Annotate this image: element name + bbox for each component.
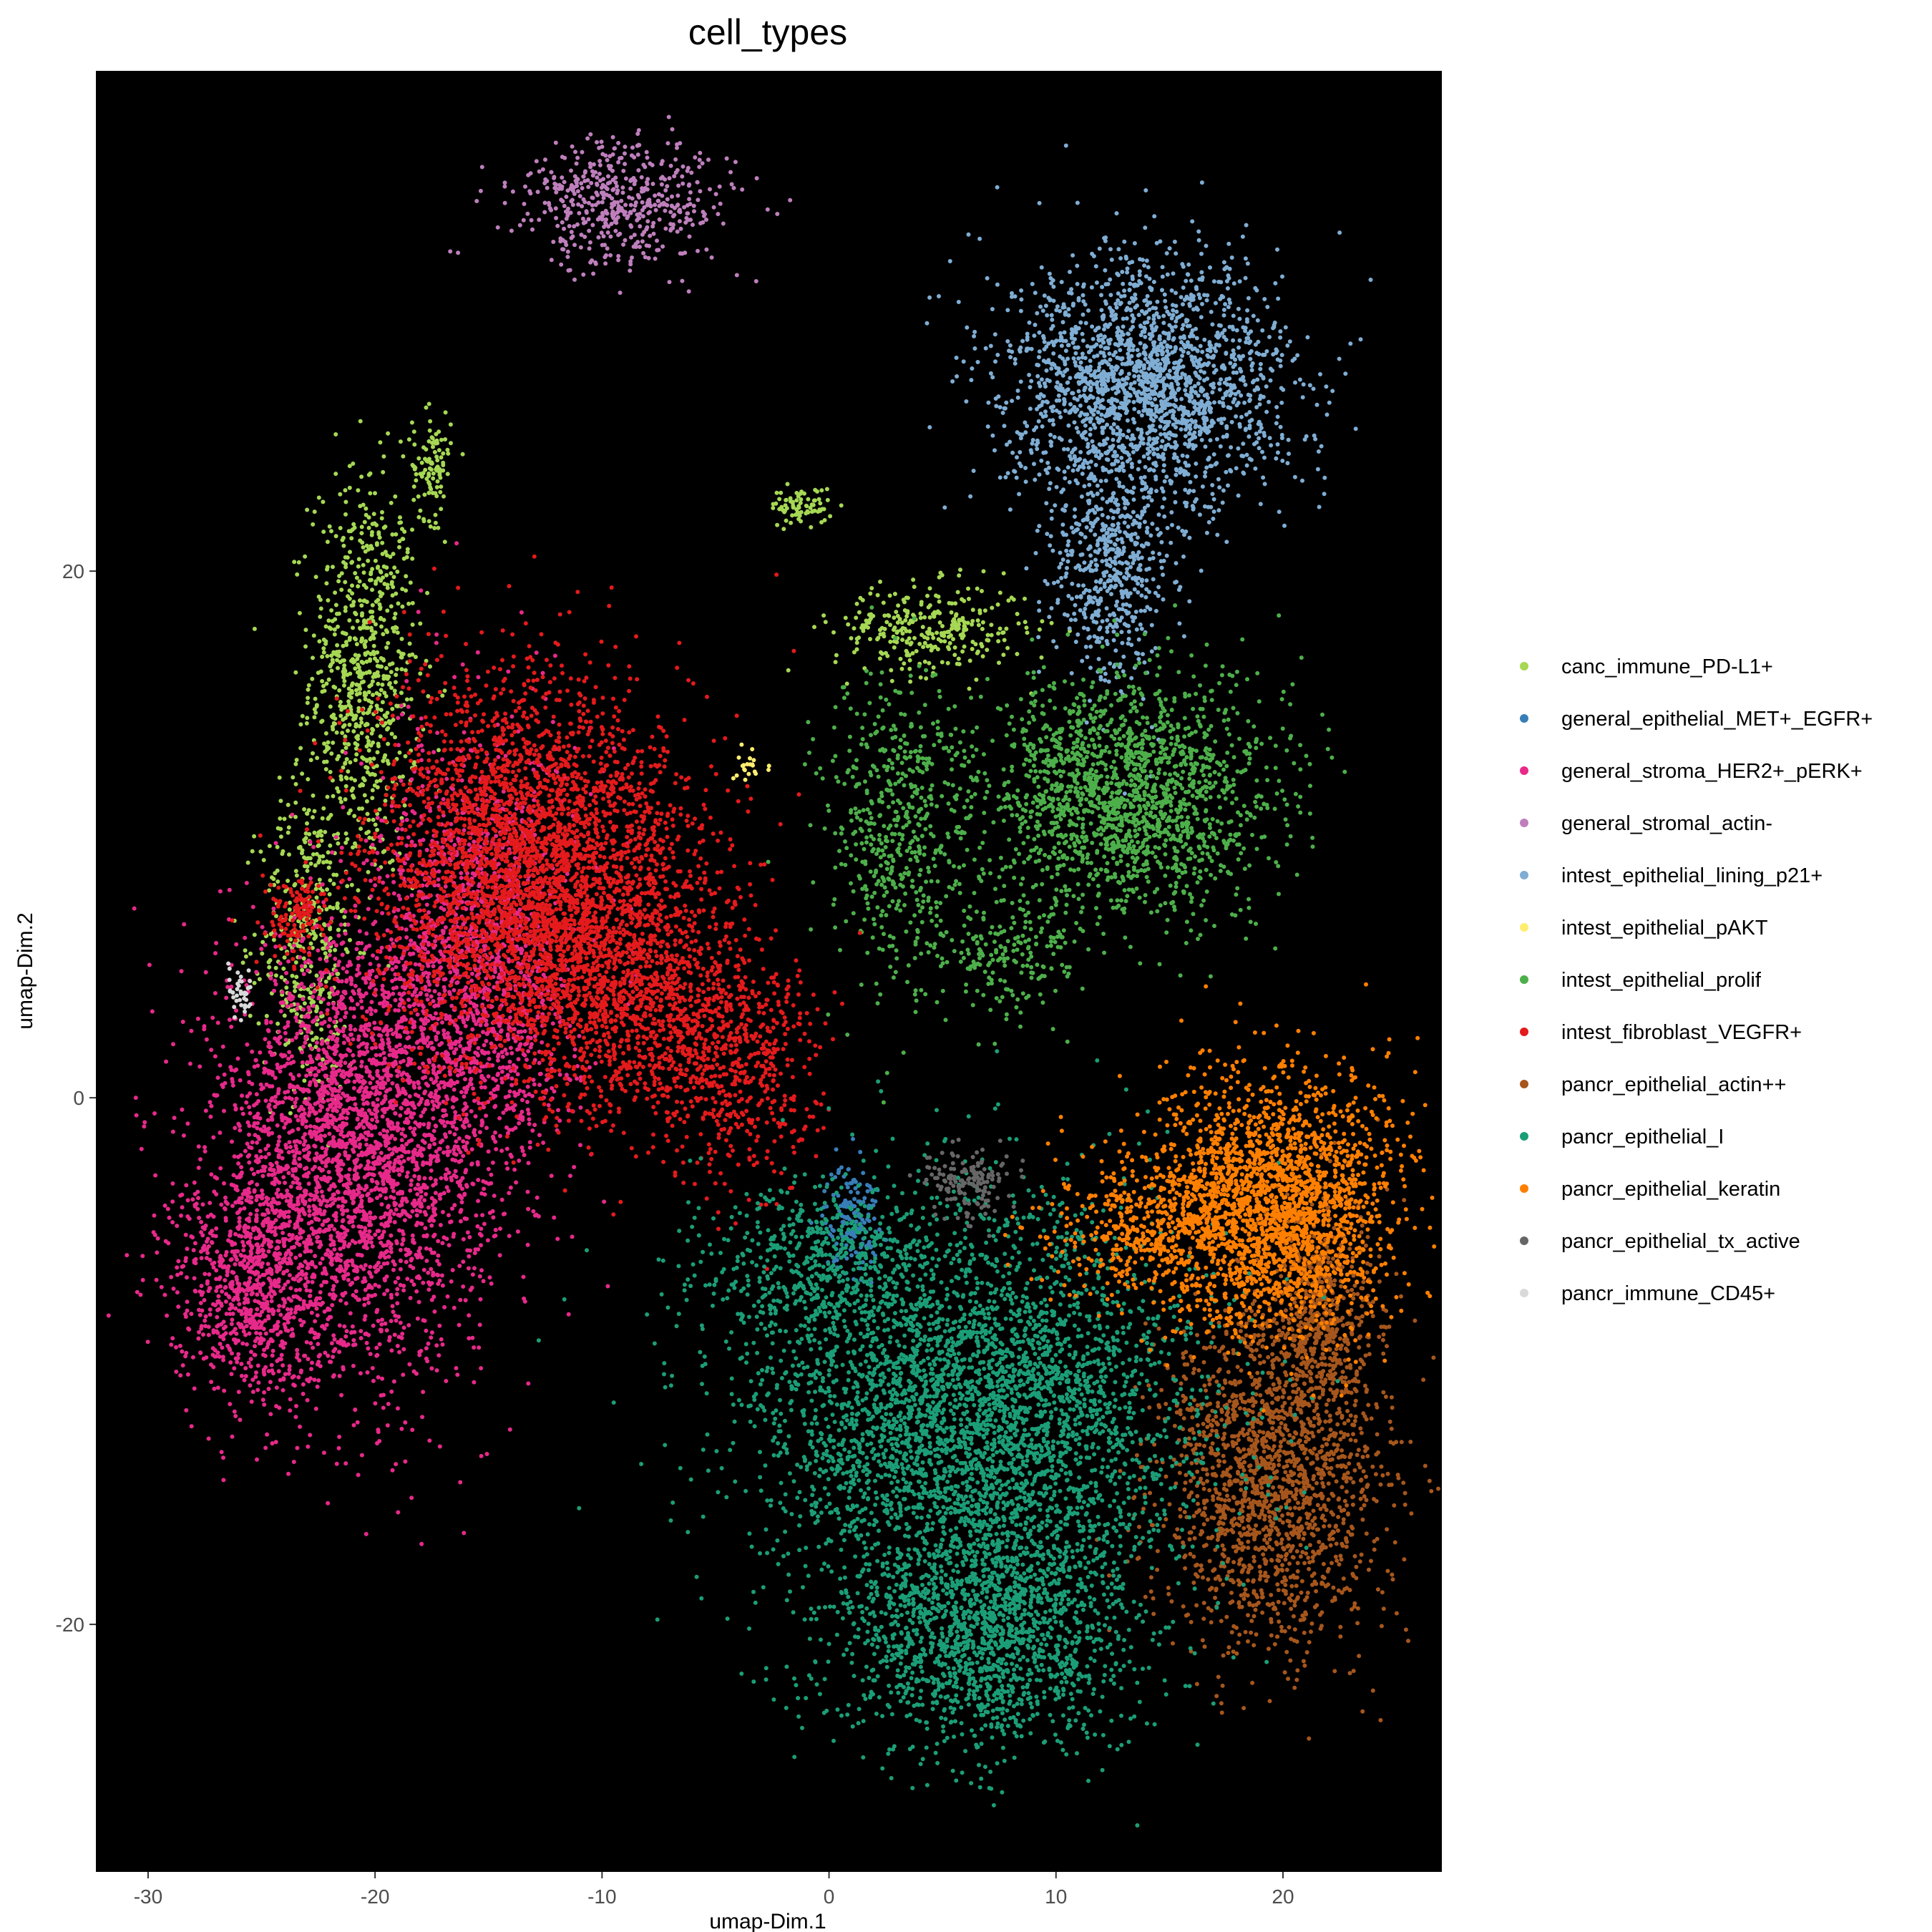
x-tick-label: 0 (824, 1885, 835, 1908)
point-cluster-11-0 (907, 1137, 1025, 1239)
y-axis-title: umap-Dim.2 (14, 912, 37, 1029)
legend-key-pancr_epithelial_actin++ (1520, 1080, 1528, 1088)
series-pancr_epithelial_keratin (1002, 982, 1437, 1413)
x-axis-title: umap-Dim.1 (709, 1910, 826, 1932)
point-cluster-0-2 (399, 401, 465, 532)
legend-label: pancr_epithelial_keratin (1561, 1178, 1780, 1201)
legend-key-intest_epithelial_pAKT (1520, 923, 1528, 932)
point-cluster-7-2 (635, 903, 844, 1272)
legend-label: general_stroma_HER2+_pERK+ (1561, 760, 1863, 783)
point-cluster-2-0 (106, 779, 600, 1546)
point-cluster-4-0 (924, 143, 1373, 623)
x-tick-label: -10 (587, 1885, 616, 1908)
legend-label: intest_epithelial_prolif (1561, 969, 1762, 992)
y-tick-label: 20 (62, 560, 84, 582)
legend-key-intest_epithelial_lining_p21+ (1520, 871, 1528, 879)
legend-label: intest_fibroblast_VEGFR+ (1561, 1021, 1802, 1044)
point-cluster-5-0 (731, 742, 771, 782)
series-intest_epithelial_prolif (766, 603, 1347, 1105)
point-cluster-4-1 (1024, 404, 1196, 796)
series-canc_immune_PD-L1+ (232, 401, 1072, 1148)
legend-key-pancr_epithelial_tx_active (1520, 1236, 1528, 1245)
legend-label: intest_epithelial_pAKT (1561, 917, 1768, 940)
legend-label: general_stromal_actin- (1561, 812, 1772, 835)
legend-key-canc_immune_PD-L1+ (1520, 662, 1528, 670)
point-cluster-7-1 (456, 799, 803, 1204)
point-cluster-0-4 (771, 482, 844, 532)
series-intest_epithelial_lining_p21+ (924, 143, 1373, 796)
axes: -30 -20 -10 0 10 20 -20 0 20 (56, 560, 1294, 1908)
point-cluster-6-2 (872, 852, 1143, 1047)
legend-key-intest_epithelial_prolif (1520, 975, 1528, 984)
series-pancr_epithelial_tx_active (907, 1137, 1025, 1239)
legend-label: pancr_epithelial_actin++ (1561, 1073, 1786, 1096)
point-cluster-0-1 (232, 668, 363, 1148)
legend: canc_immune_PD-L1+ general_epithelial_MET… (1520, 655, 1873, 1305)
point-cluster-9-2 (656, 1148, 962, 1394)
series-pancr_epithelial_I (536, 1049, 1340, 1828)
point-cluster-7-3 (230, 860, 348, 990)
point-cluster-8-1 (1222, 1117, 1407, 1453)
legend-key-intest_fibroblast_VEGFR+ (1520, 1028, 1528, 1036)
series-general_stroma_HER2+_pERK+ (106, 541, 639, 1546)
point-cluster-9-0 (536, 1049, 1340, 1766)
point-cluster-12-0 (226, 961, 253, 1023)
legend-label: pancr_immune_CD45+ (1561, 1282, 1775, 1305)
y-tick-label: -20 (56, 1614, 84, 1636)
series-pancr_epithelial_actin++ (1095, 1117, 1440, 1741)
series-intest_fibroblast_VEGFR+ (230, 554, 862, 1272)
legend-label: canc_immune_PD-L1+ (1561, 655, 1773, 678)
scatter-points (106, 114, 1440, 1828)
point-cluster-0-3 (786, 567, 1072, 696)
x-tick-label: 10 (1045, 1885, 1067, 1908)
legend-key-general_stromal_actin- (1520, 819, 1528, 827)
legend-label: intest_epithelial_lining_p21+ (1561, 864, 1823, 887)
legend-label: pancr_epithelial_tx_active (1561, 1230, 1800, 1253)
legend-key-general_stroma_HER2+_pERK+ (1520, 766, 1528, 775)
x-tick-label: -20 (361, 1885, 389, 1908)
x-tick-label: 20 (1272, 1885, 1294, 1908)
legend-label: general_epithelial_MET+_EGFR+ (1561, 708, 1873, 731)
legend-key-general_epithelial_MET+_EGFR+ (1520, 714, 1528, 723)
series-intest_epithelial_pAKT (731, 742, 771, 782)
legend-label: pancr_epithelial_I (1561, 1126, 1724, 1148)
chart-title: cell_types (688, 12, 847, 52)
legend-key-pancr_immune_CD45+ (1520, 1289, 1528, 1297)
legend-key-pancr_epithelial_keratin (1520, 1184, 1528, 1193)
y-tick-label: 0 (73, 1087, 84, 1109)
point-cluster-3-0 (448, 114, 793, 296)
legend-key-pancr_epithelial_I (1520, 1132, 1528, 1141)
series-pancr_immune_CD45+ (226, 961, 253, 1023)
series-general_stromal_actin- (448, 114, 793, 296)
point-cluster-10-0 (1045, 982, 1437, 1413)
point-cluster-9-1 (699, 1450, 1309, 1828)
x-tick-label: -30 (134, 1885, 162, 1908)
